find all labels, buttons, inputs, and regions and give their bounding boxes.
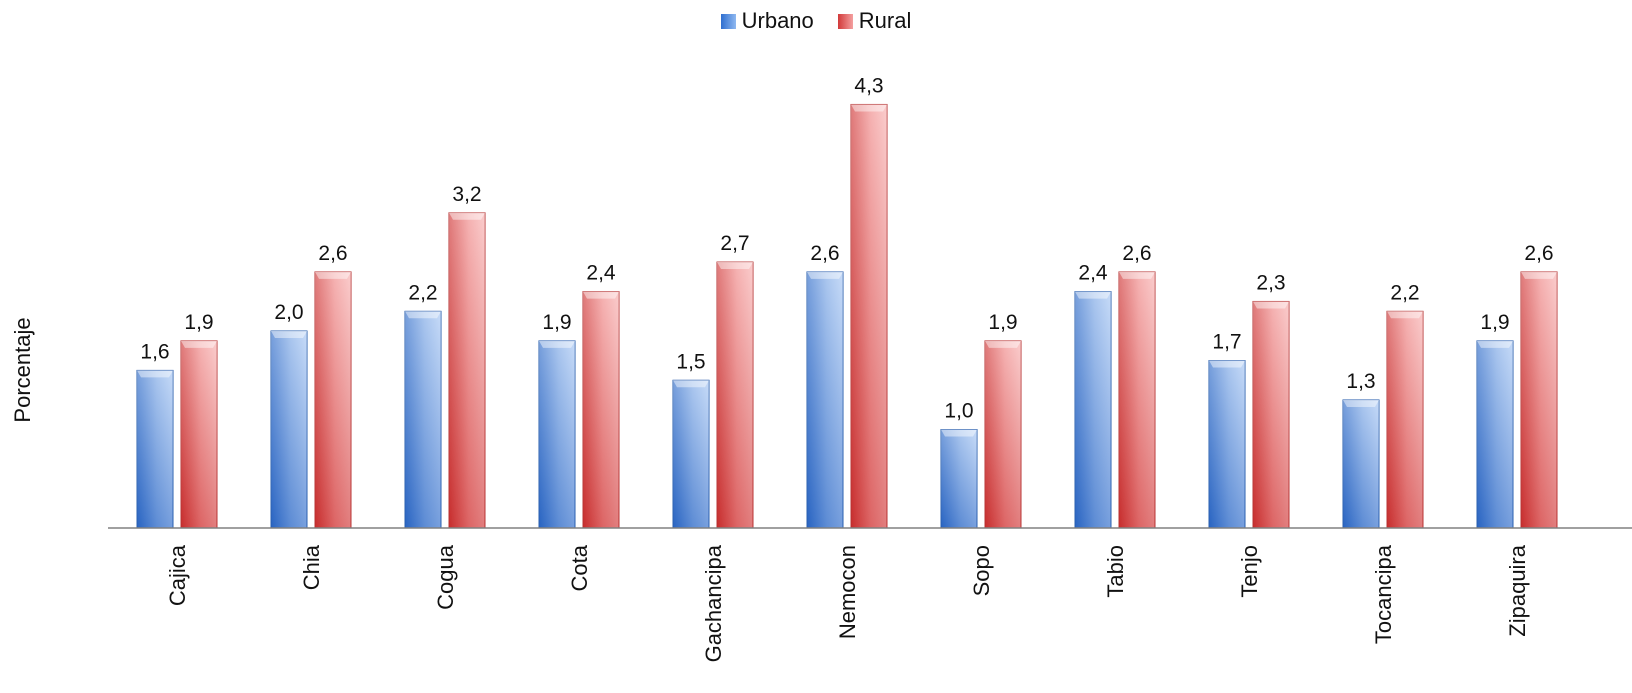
data-label-zipaquira-urbano: 1,9 <box>1480 311 1509 334</box>
data-label-tenjo-urbano: 1,7 <box>1212 331 1241 354</box>
bar-cap-zipaquira-urbano <box>1477 340 1513 348</box>
bar-shade-gachancipa-rural <box>717 262 753 528</box>
x-tick-label-nemocon: Nemocon <box>835 545 860 639</box>
x-tick-label-tabio: Tabio <box>1103 545 1128 598</box>
bar-shade-tenjo-rural <box>1253 301 1289 528</box>
legend-item-rural[interactable]: Rural <box>837 8 912 34</box>
bar-cap-cajica-rural <box>181 340 217 348</box>
bar-cap-cota-rural <box>583 291 619 299</box>
data-label-cota-urbano: 1,9 <box>542 311 571 334</box>
bar-shade-cota-urbano <box>539 340 575 528</box>
bar-cap-cogua-rural <box>449 212 485 220</box>
bar-cap-tenjo-rural <box>1253 301 1289 309</box>
data-label-cogua-rural: 3,2 <box>452 183 481 206</box>
bar-cap-chia-rural <box>315 271 351 279</box>
data-label-tabio-urbano: 2,4 <box>1078 262 1108 285</box>
bar-shade-sopo-urbano <box>941 429 977 528</box>
bar-cap-tocancipa-urbano <box>1343 399 1379 407</box>
bar-shade-cogua-urbano <box>405 311 441 528</box>
legend-label-rural: Rural <box>858 8 912 33</box>
bar-cap-sopo-rural <box>985 340 1021 348</box>
x-tick-label-cogua: Cogua <box>433 544 458 610</box>
bar-shade-zipaquira-urbano <box>1477 340 1513 528</box>
bar-shade-cogua-rural <box>449 212 485 529</box>
bar-shade-nemocon-rural <box>851 104 887 528</box>
data-label-sopo-urbano: 1,0 <box>944 400 973 423</box>
bar-cap-tabio-rural <box>1119 271 1155 279</box>
bar-cap-nemocon-rural <box>851 104 887 112</box>
data-label-tabio-rural: 2,6 <box>1122 242 1151 265</box>
bar-shade-chia-urbano <box>271 331 307 528</box>
data-label-cajica-rural: 1,9 <box>184 311 213 334</box>
x-tick-label-tenjo: Tenjo <box>1237 545 1262 598</box>
data-label-chia-urbano: 2,0 <box>274 301 303 324</box>
bar-shade-chia-rural <box>315 271 351 528</box>
bar-shade-tabio-rural <box>1119 271 1155 528</box>
data-label-gachancipa-urbano: 1,5 <box>676 350 705 373</box>
data-label-nemocon-rural: 4,3 <box>854 74 883 97</box>
legend-swatch-urbano <box>720 13 736 29</box>
legend: Urbano Rural <box>0 8 1632 34</box>
data-label-cota-rural: 2,4 <box>586 262 616 285</box>
bar-shade-tocancipa-urbano <box>1343 399 1379 528</box>
data-label-tenjo-rural: 2,3 <box>1256 271 1285 294</box>
data-label-tocancipa-rural: 2,2 <box>1390 281 1419 304</box>
bar-cap-tocancipa-rural <box>1387 311 1423 319</box>
bar-shade-nemocon-urbano <box>807 271 843 528</box>
bar-cap-gachancipa-urbano <box>673 380 709 388</box>
data-label-sopo-rural: 1,9 <box>988 311 1017 334</box>
x-tick-label-zipaquira: Zipaquira <box>1505 544 1530 636</box>
data-label-zipaquira-rural: 2,6 <box>1524 242 1553 265</box>
bar-cap-nemocon-urbano <box>807 271 843 279</box>
data-label-cajica-urbano: 1,6 <box>140 340 169 363</box>
x-tick-label-tocancipa: Tocancipa <box>1371 544 1396 644</box>
bar-shade-cajica-urbano <box>137 370 173 528</box>
bar-shade-tocancipa-rural <box>1387 311 1423 528</box>
bar-cap-tenjo-urbano <box>1209 360 1245 368</box>
x-tick-label-sopo: Sopo <box>969 545 994 596</box>
legend-swatch-rural <box>837 13 853 29</box>
data-label-tocancipa-urbano: 1,3 <box>1346 370 1375 393</box>
bar-cap-cajica-urbano <box>137 370 173 378</box>
legend-item-urbano[interactable]: Urbano <box>720 8 814 34</box>
bar-shade-zipaquira-rural <box>1521 271 1557 528</box>
bar-shade-cota-rural <box>583 291 619 528</box>
x-tick-label-cota: Cota <box>567 544 592 591</box>
bar-cap-cogua-urbano <box>405 311 441 319</box>
x-tick-label-gachancipa: Gachancipa <box>701 544 726 662</box>
data-label-cogua-urbano: 2,2 <box>408 281 437 304</box>
data-label-gachancipa-rural: 2,7 <box>720 232 749 255</box>
bar-cap-gachancipa-rural <box>717 262 753 270</box>
data-label-nemocon-urbano: 2,6 <box>810 242 839 265</box>
x-tick-label-chia: Chia <box>299 544 324 590</box>
bar-cap-sopo-urbano <box>941 429 977 437</box>
bar-shade-sopo-rural <box>985 340 1021 528</box>
bar-cap-zipaquira-rural <box>1521 271 1557 279</box>
bar-cap-cota-urbano <box>539 340 575 348</box>
bar-shade-tabio-urbano <box>1075 291 1111 528</box>
bar-cap-tabio-urbano <box>1075 291 1111 299</box>
bar-shade-tenjo-urbano <box>1209 360 1245 528</box>
x-tick-label-cajica: Cajica <box>165 544 190 606</box>
bar-cap-chia-urbano <box>271 331 307 338</box>
data-label-chia-rural: 2,6 <box>318 242 347 265</box>
bar-shade-gachancipa-urbano <box>673 380 709 528</box>
legend-label-urbano: Urbano <box>741 8 814 33</box>
bar-shade-cajica-rural <box>181 340 217 528</box>
